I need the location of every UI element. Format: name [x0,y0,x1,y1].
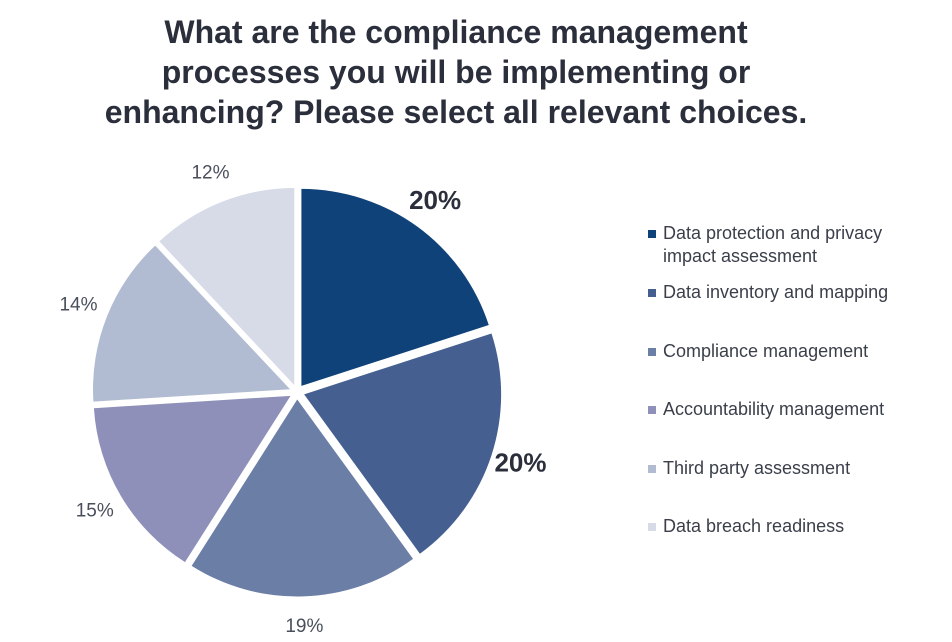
legend-label: Accountability management [663,398,884,421]
data-label-1: 20% [409,185,461,215]
legend-swatch [648,523,656,531]
data-label-6: 12% [191,163,229,184]
legend-label-line: Data breach readiness [663,516,845,536]
legend-label: Data breach readiness [663,515,844,538]
chart-title: What are the compliance management proce… [40,12,872,132]
legend-item-6: Data breach readiness [648,515,844,538]
data-label-2: 20% [494,447,546,477]
legend-item-3: Compliance management [648,340,868,363]
legend-item-2: Data inventory and mapping [648,281,888,304]
data-label-3: 19% [285,616,323,637]
legend-swatch [648,289,656,297]
data-label-5: 14% [59,295,97,316]
pie-slice-2 [304,333,502,554]
legend-label: Third party assessment [663,457,850,480]
legend-swatch [648,464,656,473]
legend-label-line: Third party assessment [663,457,851,478]
legend-item-4: Accountability management [648,398,884,421]
chart-title-line-2: processes you will be implementing or [161,54,751,90]
chart-title-line-3: enhancing? Please select all relevant ch… [104,94,808,130]
data-label-4: 15% [76,501,114,522]
legend-label-line: Compliance management [663,340,869,361]
legend-label: Data inventory and mapping [663,281,888,304]
legend-label-line: impact assessment [663,246,818,266]
pie-slice-5 [93,245,291,402]
legend-swatch [648,230,656,238]
legend-item-1: Data protection and privacy impact assess… [648,222,882,268]
legend-label-line: Data inventory and mapping [663,282,889,302]
legend-swatch [648,347,656,356]
pie-slice-4 [93,395,291,563]
pie-slice-3 [191,399,414,597]
legend-item-5: Third party assessment [648,457,850,480]
pie-slice-1 [301,188,489,386]
legend-label-line: Accountability management [663,399,885,419]
legend-label: Data protection and privacy impact assess… [663,222,882,268]
legend-swatch [648,406,656,414]
pie-slice-6 [159,188,295,386]
legend-label: Compliance management [663,340,868,363]
legend-label-line: Data protection and privacy [663,223,883,243]
chart-title-line-1: What are the compliance management [164,14,748,50]
